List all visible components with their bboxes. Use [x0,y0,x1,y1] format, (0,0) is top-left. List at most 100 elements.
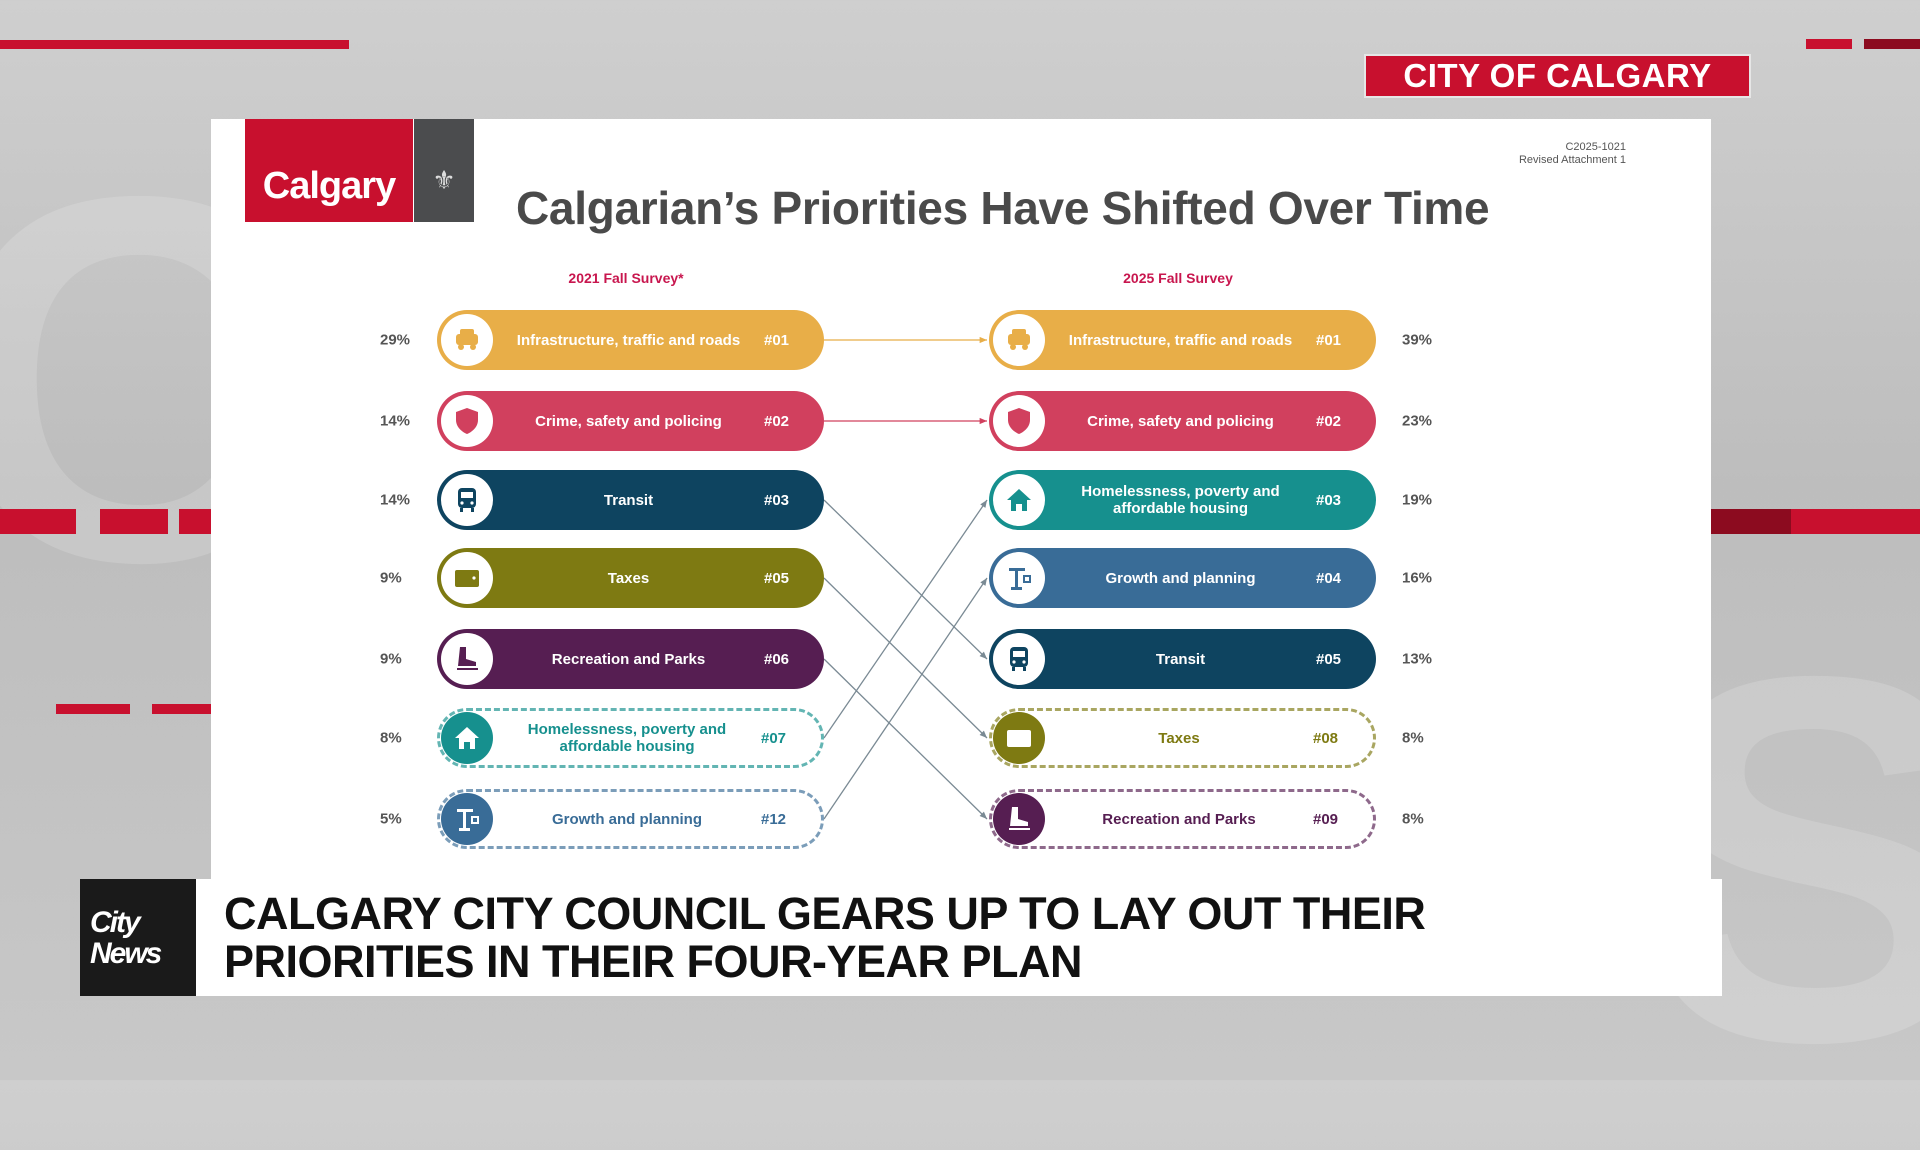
priority-label: Transit [603,491,654,509]
decor-stripe [0,40,349,49]
priority-pill-left: Recreation and Parks #06 [437,629,824,689]
priority-rank: #01 [764,331,790,349]
arrowhead [980,578,987,586]
priority-label: Taxes [1158,729,1200,747]
priority-percent-left: 5% [380,810,402,828]
shield-icon [993,395,1045,447]
priority-pill-left: Transit #03 [437,470,824,530]
decor-stripe [1791,509,1920,534]
arrowhead [979,336,987,344]
priority-label: Infrastructure, traffic and roads [516,331,741,349]
priority-rank: #05 [764,569,790,587]
decor-stripe [100,509,168,534]
decor-stripe [1864,39,1920,49]
priority-label: Taxes [607,569,650,587]
priority-percent-right: 23% [1402,412,1433,430]
priority-rank: #08 [1313,729,1339,747]
priority-label: Homelessness, poverty and affordable hou… [527,721,727,755]
priority-rank: #05 [1316,650,1342,668]
priority-rank: #03 [1316,491,1342,509]
slide: Calgary ⚜ C2025-1021 Revised Attachment … [211,119,1711,889]
arrowhead [979,811,987,819]
headline-line: CALGARY CITY COUNCIL GEARS UP TO LAY OUT… [224,887,1426,939]
priority-pill-right: Crime, safety and policing #02 [989,391,1376,451]
priority-percent-left: 29% [380,331,411,349]
slide-title: Calgarian’s Priorities Have Shifted Over… [516,182,1490,234]
priority-label: Growth and planning [1105,569,1256,587]
arrowhead [979,651,987,659]
connector-line [823,577,988,820]
decor-stripe [1806,39,1852,49]
priority-percent-left: 8% [380,729,402,747]
house-icon [993,474,1045,526]
news-banner: City News CALGARY CITY COUNCIL GEARS UP … [80,879,1722,996]
arrowhead [979,417,987,425]
connector-line [823,577,988,739]
wallet-icon [993,712,1045,764]
priority-label: Growth and planning [552,810,702,828]
priority-pill-left: Homelessness, poverty and affordable hou… [437,708,824,768]
priority-pill-left: Crime, safety and policing #02 [437,391,824,451]
house-icon [441,712,493,764]
coat-of-arms-icon: ⚜ [414,119,474,222]
priority-label: Crime, safety and policing [1087,412,1274,430]
priority-pill-right: Growth and planning #04 [989,548,1376,608]
priority-percent-left: 14% [380,491,411,509]
priority-pill-right: Recreation and Parks #09 [989,789,1376,849]
logo-city: City [90,905,141,939]
priority-pill-left: Growth and planning #12 [437,789,824,849]
priority-label: Homelessness, poverty and affordable hou… [1081,483,1280,517]
car-icon [993,314,1045,366]
crane-icon [993,552,1045,604]
priority-label: Crime, safety and policing [535,412,722,430]
logo-news: News [90,936,162,970]
source-tag: CITY OF CALGARY [1364,54,1751,98]
decor-stripe [179,509,211,534]
headline-line: PRIORITIES IN THEIR FOUR-YEAR PLAN [224,935,1083,987]
priority-percent-right: 13% [1402,650,1433,668]
priority-rank: #12 [761,810,787,828]
connector-lines [823,336,988,820]
right-survey-header: 2025 Fall Survey [1123,270,1233,286]
decor-stripe [152,704,211,714]
arrowhead [980,500,987,508]
priority-rank: #07 [761,729,787,747]
shield-icon [441,395,493,447]
priority-percent-right: 8% [1402,810,1424,828]
priority-pill-right: Transit #05 [989,629,1376,689]
priority-percent-left: 9% [380,569,402,587]
car-icon [441,314,493,366]
priority-label: Transit [1155,650,1206,668]
priority-percent-left: 14% [380,412,411,430]
decor-stripe [0,509,76,534]
headline: CALGARY CITY COUNCIL GEARS UP TO LAY OUT… [224,887,1426,987]
priority-pill-right: Taxes #08 [989,708,1376,768]
calgary-logo: Calgary [245,119,413,222]
priority-label: Infrastructure, traffic and roads [1068,331,1293,349]
connector-line [823,658,988,820]
doc-number: C2025-1021 [1565,141,1626,153]
priority-rank: #01 [1316,331,1342,349]
priority-pill-right: Homelessness, poverty and affordable hou… [989,470,1376,530]
connector-line [823,499,988,660]
priority-rank: #02 [1316,412,1342,430]
priority-rank: #02 [764,412,790,430]
priority-pill-right: Infrastructure, traffic and roads #01 [989,310,1376,370]
priority-label: Recreation and Parks [551,650,706,668]
priority-label: Recreation and Parks [1102,810,1256,828]
decor-stripe [1711,509,1791,534]
priority-pill-left: Taxes #05 [437,548,824,608]
priority-percent-right: 19% [1402,491,1433,509]
skate-icon [993,793,1045,845]
bus-icon [441,474,493,526]
priority-percent-left: 9% [380,650,402,668]
decor-stripe [56,704,130,714]
connector-line [823,499,988,739]
crane-icon [441,793,493,845]
citynews-logo: City News [80,879,196,996]
priority-rank: #04 [1316,569,1342,587]
arrowhead [979,730,987,738]
bus-icon [993,633,1045,685]
document-reference: C2025-1021 Revised Attachment 1 [1519,141,1626,167]
priority-pill-left: Infrastructure, traffic and roads #01 [437,310,824,370]
